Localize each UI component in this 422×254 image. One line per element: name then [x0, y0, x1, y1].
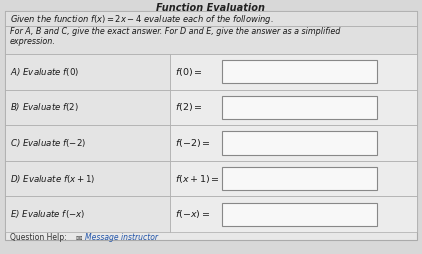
Text: ✉: ✉	[75, 233, 81, 243]
Bar	[222, 60, 377, 83]
Bar	[170, 196, 417, 232]
Bar	[170, 161, 417, 196]
Bar	[222, 96, 377, 119]
Text: $f(x+1) =$: $f(x+1) =$	[175, 173, 220, 185]
Text: Given the function $f(x) = 2x - 4$ evaluate each of the following.: Given the function $f(x) = 2x - 4$ evalu…	[10, 13, 274, 26]
Text: $f(0) =$: $f(0) =$	[175, 66, 203, 78]
Bar	[5, 26, 417, 54]
Text: For A, B and C, give the exact answer. For D and E, give the answer as a simplif: For A, B and C, give the exact answer. F…	[10, 27, 341, 36]
Text: B) Evaluate $f(2)$: B) Evaluate $f(2)$	[10, 101, 79, 113]
Text: $f(2) =$: $f(2) =$	[175, 101, 203, 113]
Bar	[170, 54, 417, 90]
Bar	[5, 11, 417, 26]
Bar	[5, 90, 170, 125]
Bar	[222, 167, 377, 190]
Text: E) Evaluate $f(-x)$: E) Evaluate $f(-x)$	[10, 208, 85, 220]
Text: Message instructor: Message instructor	[85, 233, 158, 243]
Text: A) Evaluate $f(0)$: A) Evaluate $f(0)$	[10, 66, 79, 78]
Bar	[222, 131, 377, 155]
Text: $f(-x) =$: $f(-x) =$	[175, 208, 210, 220]
Bar	[170, 90, 417, 125]
Text: Function Evaluation: Function Evaluation	[157, 3, 265, 13]
Text: expression.: expression.	[10, 37, 56, 46]
Text: D) Evaluate $f(x+1)$: D) Evaluate $f(x+1)$	[10, 173, 95, 185]
Text: Question Help:: Question Help:	[10, 233, 67, 243]
Text: C) Evaluate $f(-2)$: C) Evaluate $f(-2)$	[10, 137, 86, 149]
Bar	[5, 54, 170, 90]
Bar	[170, 125, 417, 161]
Bar	[5, 196, 170, 232]
Bar	[5, 125, 170, 161]
Bar	[222, 203, 377, 226]
Bar	[5, 161, 170, 196]
Text: $f(-2) =$: $f(-2) =$	[175, 137, 211, 149]
